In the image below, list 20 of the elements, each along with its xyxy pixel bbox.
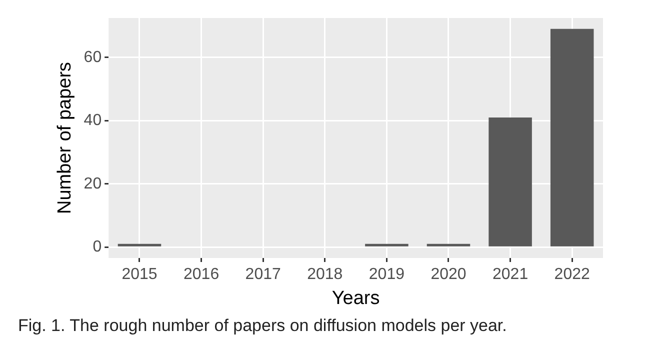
y-tick-label: 40 <box>84 112 102 130</box>
caption: Fig. 1. The rough number of papers on diffusion models per year. <box>18 316 507 336</box>
y-axis-title: Number of papers <box>54 62 76 214</box>
x-tick-label: 2022 <box>554 266 590 284</box>
x-tick-label: 2019 <box>368 266 405 284</box>
bar <box>488 117 532 246</box>
x-tick-label: 2021 <box>492 266 528 284</box>
x-tick-label: 2016 <box>184 266 220 284</box>
y-tick-label: 60 <box>84 48 102 66</box>
x-tick-label: 2020 <box>430 266 466 284</box>
bar <box>365 244 408 246</box>
x-axis-title: Years <box>332 288 380 309</box>
x-tick-label: 2017 <box>245 266 281 284</box>
bar <box>118 244 162 246</box>
x-tick-label: 2015 <box>122 266 158 284</box>
x-tick-label: 2018 <box>307 266 343 284</box>
y-tick-label: 0 <box>92 238 102 256</box>
bar <box>426 244 470 246</box>
bar <box>550 28 594 246</box>
y-tick-label: 20 <box>84 175 102 192</box>
